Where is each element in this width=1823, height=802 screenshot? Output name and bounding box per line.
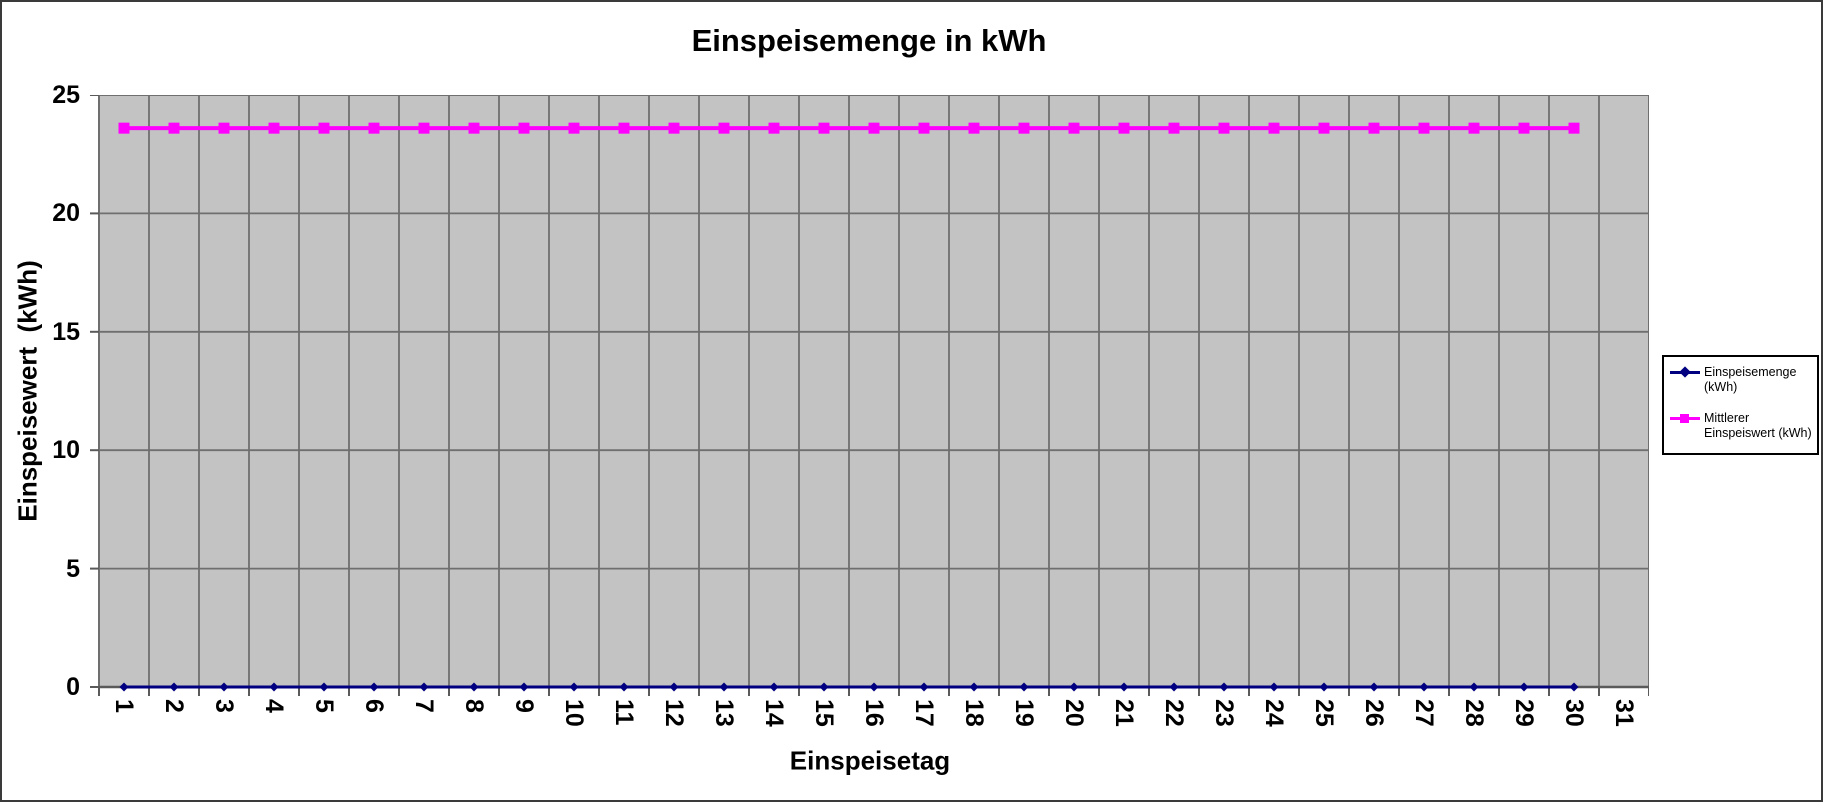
square-marker-icon xyxy=(1670,411,1700,426)
chart-title: Einspeisemenge in kWh xyxy=(691,23,1047,58)
series-mittlerer-einspeiswert xyxy=(118,122,1580,134)
gridlines xyxy=(99,95,1649,687)
y-tick-label-0: 0 xyxy=(66,673,80,701)
x-tick-label-1: 1 xyxy=(110,699,138,713)
legend: Einspeisemenge (kWh) Mittlerer Einspeiswert… xyxy=(1662,355,1819,455)
x-tick-label-23: 23 xyxy=(1210,699,1238,727)
x-tick-label-19: 19 xyxy=(1010,699,1038,727)
x-tick-label-3: 3 xyxy=(210,699,238,713)
x-tick-label-30: 30 xyxy=(1560,699,1588,727)
x-tick-label-13: 13 xyxy=(710,699,738,727)
x-tick-label-26: 26 xyxy=(1360,699,1388,727)
x-tick-label-17: 17 xyxy=(910,699,938,727)
x-tick-label-27: 27 xyxy=(1410,699,1438,727)
legend-entry-einspeisemenge: Einspeisemenge (kWh) xyxy=(1670,365,1815,395)
x-tick-label-22: 22 xyxy=(1160,699,1188,727)
legend-entry-mittlerer-einspeiswert: Mittlerer Einspeiswert (kWh) xyxy=(1670,411,1815,441)
x-tick-label-12: 12 xyxy=(660,699,688,727)
x-tick-label-31: 31 xyxy=(1610,699,1638,727)
diamond-marker-icon xyxy=(1670,365,1700,380)
y-tick-label-20: 20 xyxy=(52,199,80,228)
x-tick-label-18: 18 xyxy=(960,699,988,727)
x-tick-label-5: 5 xyxy=(310,699,338,713)
y-tick-label-10: 10 xyxy=(52,436,80,465)
x-axis-title: Einspeisetag xyxy=(789,745,951,776)
x-tick-label-9: 9 xyxy=(510,699,538,713)
x-tick-label-4: 4 xyxy=(260,699,288,713)
x-tick-label-20: 20 xyxy=(1060,699,1088,727)
x-tick-label-11: 11 xyxy=(610,699,638,726)
plot-canvas xyxy=(90,95,1649,696)
y-axis-ticks xyxy=(90,95,99,688)
legend-label: Mittlerer Einspeiswert (kWh) xyxy=(1704,411,1812,440)
x-tick-label-14: 14 xyxy=(760,699,788,727)
x-tick-label-25: 25 xyxy=(1310,699,1338,727)
legend-label: Einspeisemenge (kWh) xyxy=(1704,365,1797,394)
plot-background xyxy=(99,95,1649,687)
x-tick-label-15: 15 xyxy=(810,699,838,727)
y-tick-label-5: 5 xyxy=(66,554,80,583)
y-axis-title: Einspeisewert (kWh) xyxy=(12,260,43,522)
x-tick-label-29: 29 xyxy=(1510,699,1538,727)
x-tick-label-10: 10 xyxy=(560,699,588,727)
x-tick-label-2: 2 xyxy=(160,699,188,713)
x-tick-label-8: 8 xyxy=(460,699,488,713)
x-tick-label-24: 24 xyxy=(1260,699,1288,727)
x-tick-label-28: 28 xyxy=(1460,699,1488,727)
y-tick-label-25: 25 xyxy=(52,81,80,109)
x-tick-label-6: 6 xyxy=(360,699,388,713)
x-tick-label-21: 21 xyxy=(1110,699,1138,727)
x-tick-label-16: 16 xyxy=(860,699,888,727)
series-einspeisemenge xyxy=(119,682,1579,692)
x-tick-label-7: 7 xyxy=(410,699,438,713)
y-tick-label-15: 15 xyxy=(52,317,80,346)
